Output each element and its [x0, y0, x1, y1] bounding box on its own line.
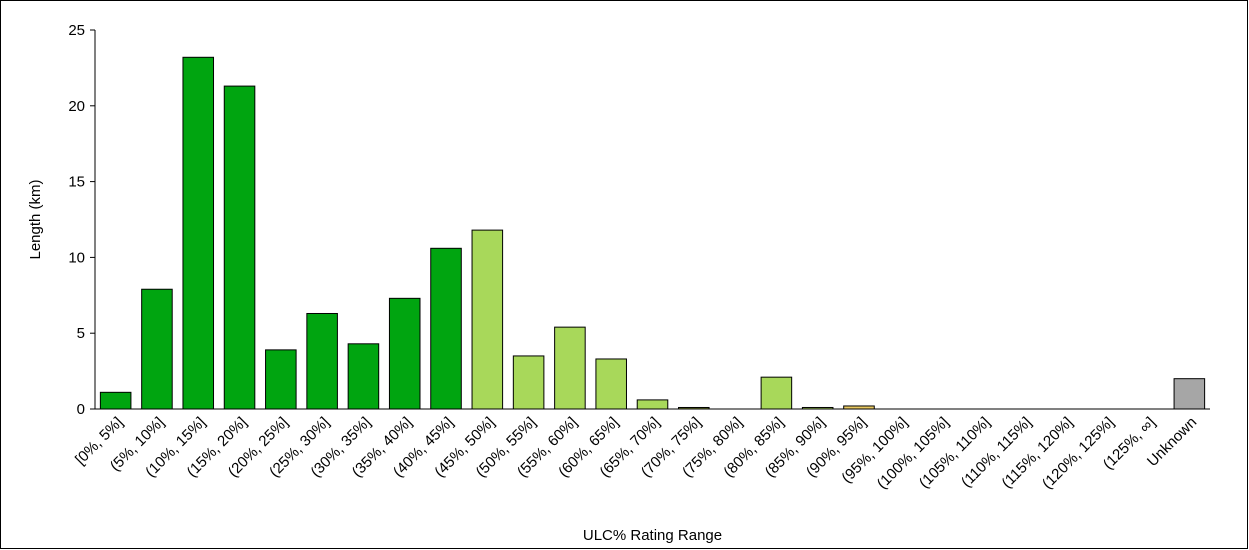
bar — [388, 297, 421, 410]
y-axis-title: Length (km) — [27, 179, 44, 259]
y-tick-label: 10 — [68, 249, 85, 266]
x-tick-label: (100%, 105%] — [874, 414, 953, 493]
bar — [430, 247, 462, 410]
bar — [471, 229, 504, 410]
bar — [223, 85, 256, 410]
bars-group — [99, 56, 1206, 410]
bar — [595, 358, 627, 410]
bar — [265, 349, 297, 410]
y-tick-label: 0 — [77, 401, 85, 418]
bar — [512, 355, 545, 410]
x-tick-label: (120%, 125%] — [1039, 414, 1118, 493]
y-axis: 0 5 10 15 20 25 — [68, 22, 96, 418]
y-tick-label: 25 — [68, 22, 85, 39]
bar — [554, 326, 586, 410]
bar — [760, 376, 793, 410]
x-axis: [0%, 5%](5%, 10%](10%, 15%](15%, 20%](20… — [72, 408, 1210, 493]
bar — [141, 288, 173, 410]
y-tick-label: 15 — [68, 174, 85, 191]
bar — [182, 56, 215, 410]
bar — [306, 312, 338, 410]
bar — [1173, 378, 1206, 410]
y-tick-label: 20 — [68, 98, 85, 115]
bar — [347, 343, 380, 410]
x-axis-title: ULC% Rating Range — [583, 527, 722, 544]
bar — [636, 399, 669, 410]
y-tick-label: 5 — [77, 325, 85, 342]
bar — [99, 391, 132, 410]
